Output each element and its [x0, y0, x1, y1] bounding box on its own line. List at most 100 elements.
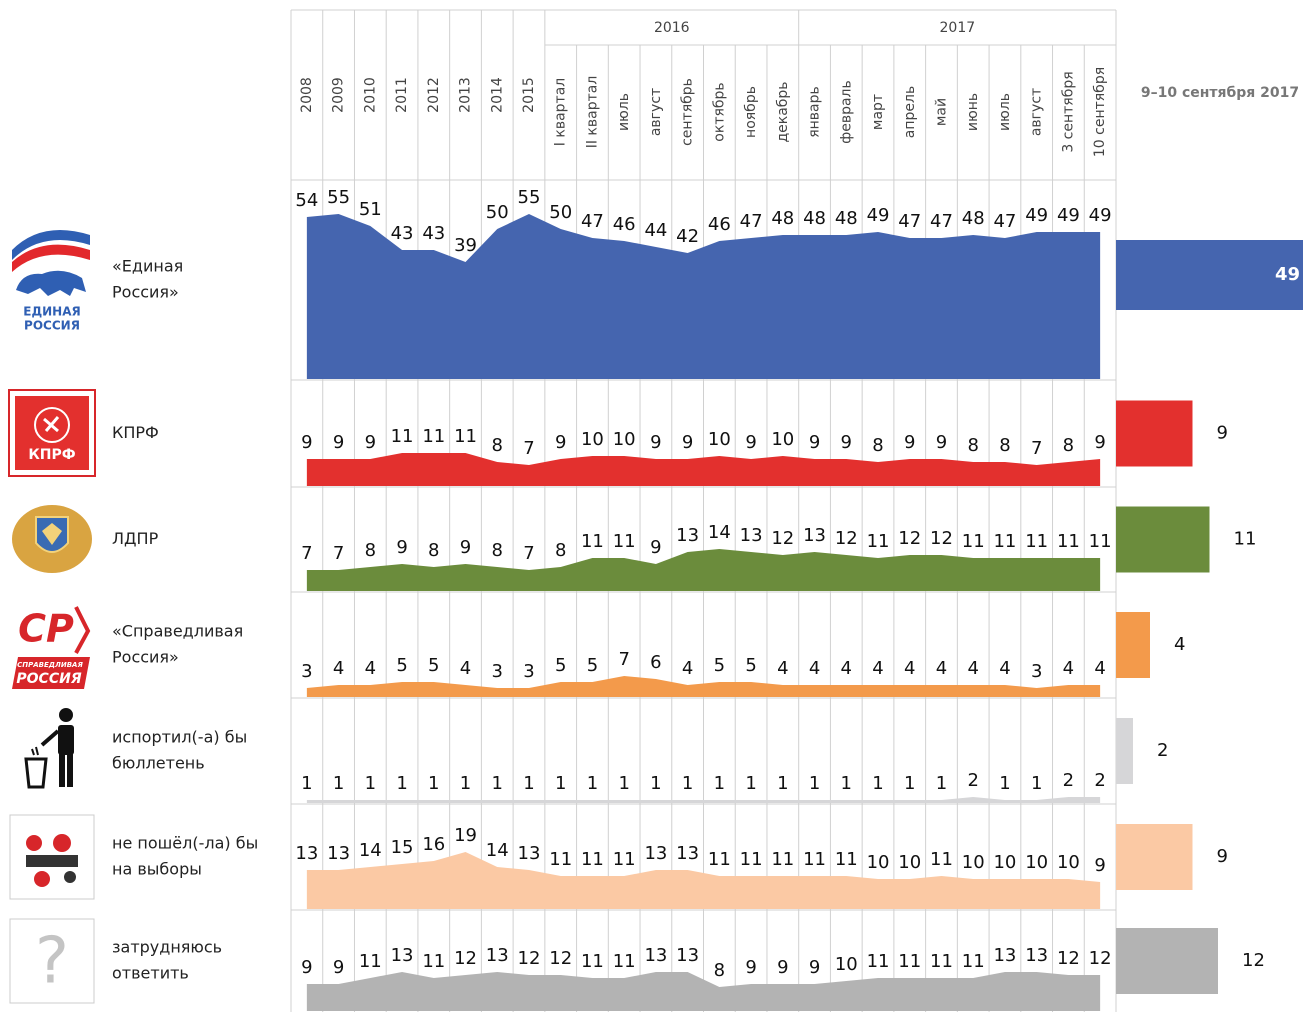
- data-label: 55: [518, 187, 541, 208]
- data-label: 9: [777, 957, 788, 978]
- logo-spoil: [24, 708, 74, 789]
- latest-label: 2: [1157, 740, 1168, 761]
- data-label: 13: [676, 945, 699, 966]
- data-label: 2: [1094, 770, 1105, 791]
- x-tick-label: февраль: [838, 80, 854, 144]
- x-tick-label: 2008: [299, 77, 315, 113]
- data-label: 42: [676, 226, 699, 247]
- data-label: 12: [898, 528, 921, 549]
- data-label: 9: [745, 957, 756, 978]
- data-label: 7: [618, 649, 629, 670]
- area: [306, 549, 1101, 591]
- data-label: 9: [460, 537, 471, 558]
- data-label: 14: [359, 840, 382, 861]
- area: [306, 676, 1101, 697]
- data-label: 9: [555, 432, 566, 453]
- data-label: 10: [771, 429, 794, 450]
- data-label: 9: [745, 432, 756, 453]
- data-label: 12: [835, 528, 858, 549]
- latest-label: 9: [1217, 846, 1228, 867]
- data-label: 13: [518, 843, 541, 864]
- data-label: 11: [391, 426, 414, 447]
- data-label: 10: [613, 429, 636, 450]
- logo-text: СР: [18, 607, 74, 651]
- data-label: 11: [898, 951, 921, 972]
- x-tick-label: май: [933, 98, 949, 126]
- latest-label: 49: [1275, 264, 1300, 285]
- data-label: 1: [428, 773, 439, 794]
- data-label: 50: [549, 202, 572, 223]
- data-label: 13: [295, 843, 318, 864]
- series-name: Россия»: [112, 648, 179, 667]
- data-label: 5: [745, 655, 756, 676]
- x-tick-label: 2015: [521, 77, 537, 113]
- data-label: 13: [803, 525, 826, 546]
- data-label: 8: [967, 435, 978, 456]
- data-label: 4: [904, 658, 915, 679]
- series-name: «Справедливая: [112, 622, 243, 641]
- data-label: 5: [587, 655, 598, 676]
- data-label: 1: [841, 773, 852, 794]
- data-label: 19: [454, 825, 477, 846]
- data-label: 8: [999, 435, 1010, 456]
- data-label: 48: [803, 208, 826, 229]
- series-name: бюллетень: [112, 754, 205, 773]
- data-label: 5: [396, 655, 407, 676]
- data-label: 15: [391, 837, 414, 858]
- x-tick-label: сентябрь: [680, 78, 696, 146]
- logo-kprf: КПРФ: [8, 389, 96, 477]
- data-label: 9: [682, 432, 693, 453]
- data-label: 43: [422, 223, 445, 244]
- logo-text: ?: [35, 925, 69, 999]
- x-tick-label: декабрь: [775, 81, 791, 142]
- data-label: 1: [999, 773, 1010, 794]
- data-label: 1: [523, 773, 534, 794]
- logo-absent: [9, 814, 95, 900]
- data-label: 7: [333, 543, 344, 564]
- data-label: 10: [581, 429, 604, 450]
- data-label: 11: [613, 849, 636, 870]
- logo-text: КПРФ: [28, 447, 75, 463]
- data-label: 54: [295, 190, 318, 211]
- data-label: 9: [333, 957, 344, 978]
- data-label: 10: [835, 954, 858, 975]
- data-label: 9: [841, 432, 852, 453]
- data-label: 1: [809, 773, 820, 794]
- series-name: КПРФ: [112, 423, 159, 442]
- x-tick-label: II квартал: [584, 76, 600, 149]
- data-label: 50: [486, 202, 509, 223]
- data-label: 9: [650, 432, 661, 453]
- data-label: 1: [777, 773, 788, 794]
- data-label: 11: [581, 531, 604, 552]
- data-label: 49: [867, 205, 890, 226]
- logo-unsure: ?: [9, 918, 95, 1004]
- series-name: испортил(-а) бы: [112, 728, 247, 747]
- data-label: 11: [835, 849, 858, 870]
- data-label: 11: [613, 951, 636, 972]
- data-label: 48: [962, 208, 985, 229]
- data-label: 9: [936, 432, 947, 453]
- group-label: 2017: [940, 20, 976, 36]
- logo-ldpr: [12, 505, 92, 573]
- data-label: 13: [676, 525, 699, 546]
- data-label: 1: [618, 773, 629, 794]
- data-label: 9: [301, 957, 312, 978]
- data-label: 13: [740, 525, 763, 546]
- latest-bar: [1116, 506, 1210, 573]
- data-label: 4: [936, 658, 947, 679]
- x-tick-label: ноябрь: [743, 86, 759, 138]
- data-label: 4: [460, 658, 471, 679]
- x-tick-label: июль: [616, 93, 632, 131]
- data-label: 13: [391, 945, 414, 966]
- data-label: 10: [898, 852, 921, 873]
- data-label: 3: [492, 661, 503, 682]
- data-label: 9: [904, 432, 915, 453]
- data-label: 12: [518, 948, 541, 969]
- x-tick-label: 2011: [394, 77, 410, 113]
- data-label: 1: [555, 773, 566, 794]
- data-label: 11: [708, 849, 731, 870]
- data-label: 47: [740, 211, 763, 232]
- data-label: 4: [872, 658, 883, 679]
